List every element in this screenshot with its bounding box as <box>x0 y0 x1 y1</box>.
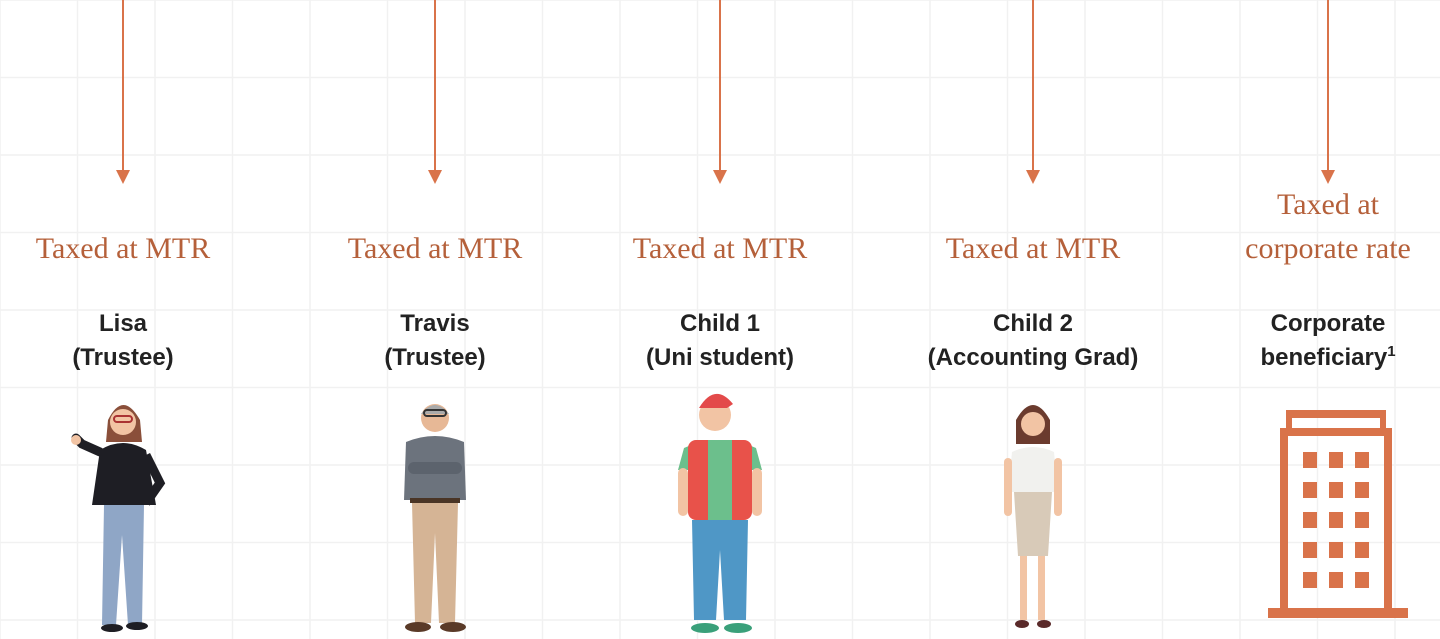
window <box>1355 452 1369 468</box>
figure-child-1 <box>678 394 762 633</box>
beneficiary-name: Child 2 <box>993 310 1073 337</box>
arrow-head <box>713 170 727 184</box>
window <box>1329 512 1343 528</box>
tax-label: Taxed at MTR <box>946 232 1121 265</box>
figure-lisa <box>71 405 160 632</box>
diagram: Taxed at MTR Lisa (Trustee) Taxed at MTR Tra… <box>0 0 1440 639</box>
window <box>1303 482 1317 498</box>
arrow-head <box>428 170 442 184</box>
figure-child-2 <box>1004 405 1062 628</box>
beneficiary-name: (Uni student) <box>646 344 794 371</box>
arrow-head <box>116 170 130 184</box>
window <box>1329 542 1343 558</box>
beneficiary-name: Travis <box>400 310 469 337</box>
tax-label: Taxed at MTR <box>633 232 808 265</box>
beneficiary-name: Lisa <box>99 310 148 337</box>
beneficiary-name: (Accounting Grad) <box>928 344 1139 371</box>
window <box>1355 512 1369 528</box>
building-icon <box>1268 410 1408 618</box>
footnote-marker: 1 <box>1387 343 1395 360</box>
tax-label: corporate rate <box>1245 232 1411 265</box>
window <box>1355 482 1369 498</box>
name-text: beneficiary <box>1260 344 1387 371</box>
figure-travis <box>404 404 466 632</box>
tax-label: Taxed at <box>1277 188 1380 221</box>
arrow-head <box>1321 170 1335 184</box>
window <box>1329 572 1343 588</box>
window <box>1329 482 1343 498</box>
beneficiary-name: (Trustee) <box>72 344 173 371</box>
window <box>1303 452 1317 468</box>
page: {"columns": [ {"tax": ["Taxed at MTR"], … <box>0 0 1440 639</box>
window <box>1303 572 1317 588</box>
window <box>1355 542 1369 558</box>
beneficiary-name: Child 1 <box>680 310 760 337</box>
beneficiary-name: (Trustee) <box>384 344 485 371</box>
tax-label: Taxed at MTR <box>36 232 211 265</box>
arrow-head <box>1026 170 1040 184</box>
tax-label: Taxed at MTR <box>348 232 523 265</box>
window <box>1303 542 1317 558</box>
window <box>1355 572 1369 588</box>
window <box>1303 512 1317 528</box>
beneficiary-name: Corporate <box>1271 310 1386 337</box>
beneficiary-name: beneficiary1 <box>1260 343 1395 371</box>
window <box>1329 452 1343 468</box>
